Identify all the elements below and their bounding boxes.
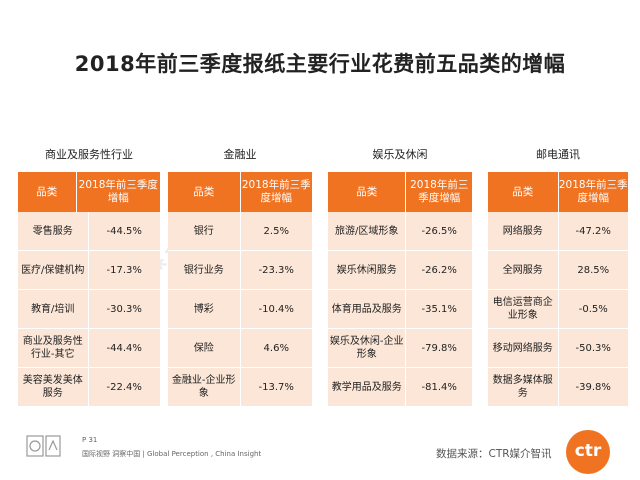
table-row: 全网服务 28.5%: [488, 251, 628, 290]
header-growth: 2018年前三季度增幅: [410, 179, 469, 204]
cell-category: 保险: [168, 329, 241, 367]
cell-growth: -26.5%: [421, 225, 457, 237]
cell-growth: -17.3%: [106, 264, 142, 276]
header-category: 品类: [488, 172, 559, 212]
panel-title: 娱乐及休闲: [372, 148, 428, 161]
cell-growth: -47.2%: [575, 225, 611, 237]
table-row: 零售服务 -44.5%: [18, 212, 160, 251]
cell-growth: 4.6%: [263, 342, 289, 354]
cell-growth: -0.5%: [578, 303, 608, 315]
cell-category: 网络服务: [488, 212, 559, 250]
cell-growth: -23.3%: [258, 264, 294, 276]
table-row: 银行 2.5%: [168, 212, 312, 251]
table-header: 品类 2018年前三季度增幅: [488, 172, 628, 212]
table-row: 医疗/保健机构 -17.3%: [18, 251, 160, 290]
cell-category: 娱乐休闲服务: [328, 251, 407, 289]
cell-category: 博彩: [168, 290, 241, 328]
table-row: 旅游/区域形象 -26.5%: [328, 212, 472, 251]
ctr-logo-icon: ctr: [566, 430, 610, 474]
cell-growth: -44.4%: [106, 342, 142, 354]
panel-title: 商业及服务性行业: [45, 148, 133, 161]
cell-category: 教育/培训: [18, 290, 89, 328]
cert-logo-icon: [26, 432, 62, 460]
table-row: 金融业-企业形象 -13.7%: [168, 368, 312, 407]
ctr-logo-text: ctr: [574, 441, 602, 461]
cell-growth: -26.2%: [421, 264, 457, 276]
header-growth: 2018年前三季度增幅: [558, 179, 628, 204]
table-row: 娱乐休闲服务 -26.2%: [328, 251, 472, 290]
header-growth: 2018年前三季度增幅: [241, 179, 311, 204]
cell-category: 旅游/区域形象: [328, 212, 407, 250]
cell-growth: -79.8%: [421, 342, 457, 354]
cell-category: 医疗/保健机构: [18, 251, 89, 289]
cell-growth: -22.4%: [106, 381, 142, 393]
table-header: 品类 2018年前三季度增幅: [168, 172, 312, 212]
cell-growth: -44.5%: [106, 225, 142, 237]
header-growth: 2018年前三季度增幅: [78, 179, 158, 204]
panel-title: 金融业: [223, 148, 257, 161]
panel-finance: 金融业 品类 2018年前三季度增幅 银行 2.5% 银行业务 -23.3% 博…: [168, 148, 312, 407]
footer-logos: [26, 432, 62, 460]
cell-growth: -30.3%: [106, 303, 142, 315]
header-category: 品类: [18, 172, 77, 212]
cell-category: 银行业务: [168, 251, 241, 289]
table-row: 数据多媒体服务 -39.8%: [488, 368, 628, 407]
cell-growth: -35.1%: [421, 303, 457, 315]
table-header: 品类 2018年前三季度增幅: [18, 172, 160, 212]
table-row: 保险 4.6%: [168, 329, 312, 368]
cell-growth: -81.4%: [421, 381, 457, 393]
table-row: 移动网络服务 -50.3%: [488, 329, 628, 368]
cell-growth: -39.8%: [575, 381, 611, 393]
table-row: 美容美发美体服务 -22.4%: [18, 368, 160, 407]
cell-category: 移动网络服务: [488, 329, 559, 367]
page-title: 2018年前三季度报纸主要行业花费前五品类的增幅: [74, 52, 566, 76]
cell-category: 数据多媒体服务: [488, 368, 559, 406]
header-category: 品类: [168, 172, 241, 212]
cell-category: 电信运营商企业形象: [488, 290, 559, 328]
panel-title: 邮电通讯: [536, 148, 580, 161]
table-row: 网络服务 -47.2%: [488, 212, 628, 251]
data-source: 数据来源：CTR媒介智讯: [436, 448, 552, 460]
cell-growth: -50.3%: [575, 342, 611, 354]
table-row: 教学用品及服务 -81.4%: [328, 368, 472, 407]
cell-category: 零售服务: [18, 212, 89, 250]
cell-category: 体育用品及服务: [328, 290, 407, 328]
cell-category: 全网服务: [488, 251, 559, 289]
table-row: 博彩 -10.4%: [168, 290, 312, 329]
cell-category: 银行: [168, 212, 241, 250]
table-row: 电信运营商企业形象 -0.5%: [488, 290, 628, 329]
table-row: 商业及服务性行业-其它 -44.4%: [18, 329, 160, 368]
cell-growth: 28.5%: [577, 264, 610, 276]
cell-growth: -10.4%: [258, 303, 294, 315]
tagline: 国际视野 洞察中国 | Global Perception , China In…: [82, 450, 262, 458]
panel-commerce: 商业及服务性行业 品类 2018年前三季度增幅 零售服务 -44.5% 医疗/保…: [18, 148, 160, 407]
cell-growth: 2.5%: [263, 225, 289, 237]
table-header: 品类 2018年前三季度增幅: [328, 172, 472, 212]
panel-entertainment: 娱乐及休闲 品类 2018年前三季度增幅 旅游/区域形象 -26.5% 娱乐休闲…: [328, 148, 472, 407]
table-row: 娱乐及休闲-企业形象 -79.8%: [328, 329, 472, 368]
header-category: 品类: [328, 172, 407, 212]
cell-category: 教学用品及服务: [328, 368, 407, 406]
cell-category: 金融业-企业形象: [168, 368, 241, 406]
page-number: P 31: [82, 436, 98, 444]
table-row: 银行业务 -23.3%: [168, 251, 312, 290]
table-row: 体育用品及服务 -35.1%: [328, 290, 472, 329]
cell-category: 商业及服务性行业-其它: [18, 329, 89, 367]
panel-telecom: 邮电通讯 品类 2018年前三季度增幅 网络服务 -47.2% 全网服务 28.…: [488, 148, 628, 407]
table-row: 教育/培训 -30.3%: [18, 290, 160, 329]
cell-category: 娱乐及休闲-企业形象: [328, 329, 407, 367]
cell-category: 美容美发美体服务: [18, 368, 89, 406]
cell-growth: -13.7%: [258, 381, 294, 393]
